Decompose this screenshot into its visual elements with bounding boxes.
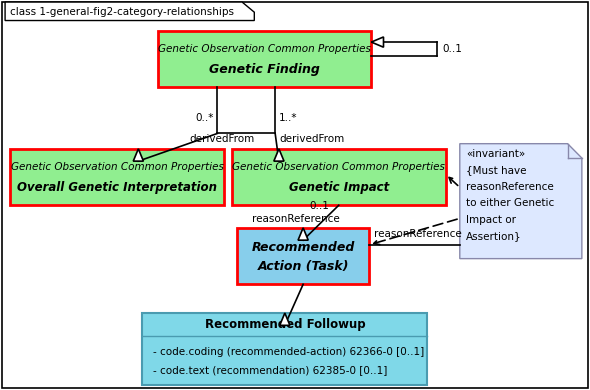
Text: Genetic Observation Common Properties: Genetic Observation Common Properties	[232, 162, 445, 172]
Text: Recommended: Recommended	[251, 241, 355, 254]
Text: - code.text (recommendation) 62385-0 [0..1]: - code.text (recommendation) 62385-0 [0.…	[153, 365, 387, 376]
Text: Genetic Impact: Genetic Impact	[289, 181, 389, 194]
Text: 0..1: 0..1	[309, 201, 329, 211]
Polygon shape	[5, 2, 254, 21]
Text: Impact or: Impact or	[466, 215, 516, 225]
Polygon shape	[371, 37, 384, 47]
Text: 1..*: 1..*	[279, 113, 298, 123]
Bar	[232, 149, 445, 205]
Text: Genetic Observation Common Properties: Genetic Observation Common Properties	[11, 162, 224, 172]
Bar	[237, 228, 369, 284]
Text: Genetic Finding: Genetic Finding	[209, 63, 320, 76]
Polygon shape	[460, 144, 582, 259]
Text: derivedFrom: derivedFrom	[279, 134, 345, 144]
Polygon shape	[280, 313, 290, 325]
Bar	[142, 313, 427, 385]
Text: derivedFrom: derivedFrom	[189, 134, 254, 144]
Text: Assertion}: Assertion}	[466, 231, 522, 241]
Polygon shape	[133, 149, 143, 161]
Bar	[10, 149, 224, 205]
Text: Genetic Observation Common Properties: Genetic Observation Common Properties	[158, 44, 371, 54]
Text: to either Genetic: to either Genetic	[466, 198, 554, 208]
Text: reasonReference: reasonReference	[253, 214, 340, 224]
Text: Recommended Followup: Recommended Followup	[205, 318, 365, 331]
Bar	[158, 31, 371, 87]
Text: 0..1: 0..1	[442, 44, 463, 54]
Text: «invariant»: «invariant»	[466, 149, 525, 159]
Text: class 1-general-fig2-category-relationships: class 1-general-fig2-category-relationsh…	[10, 7, 234, 17]
Polygon shape	[274, 149, 284, 161]
Text: - code.coding (recommended-action) 62366-0 [0..1]: - code.coding (recommended-action) 62366…	[153, 347, 424, 357]
Text: 0..*: 0..*	[195, 113, 214, 123]
Text: Overall Genetic Interpretation: Overall Genetic Interpretation	[17, 181, 217, 194]
Text: reasonReference: reasonReference	[466, 182, 553, 192]
Text: reasonReference: reasonReference	[374, 229, 462, 239]
Polygon shape	[298, 228, 308, 240]
Text: Action (Task): Action (Task)	[257, 260, 349, 273]
Text: {Must have: {Must have	[466, 165, 526, 176]
